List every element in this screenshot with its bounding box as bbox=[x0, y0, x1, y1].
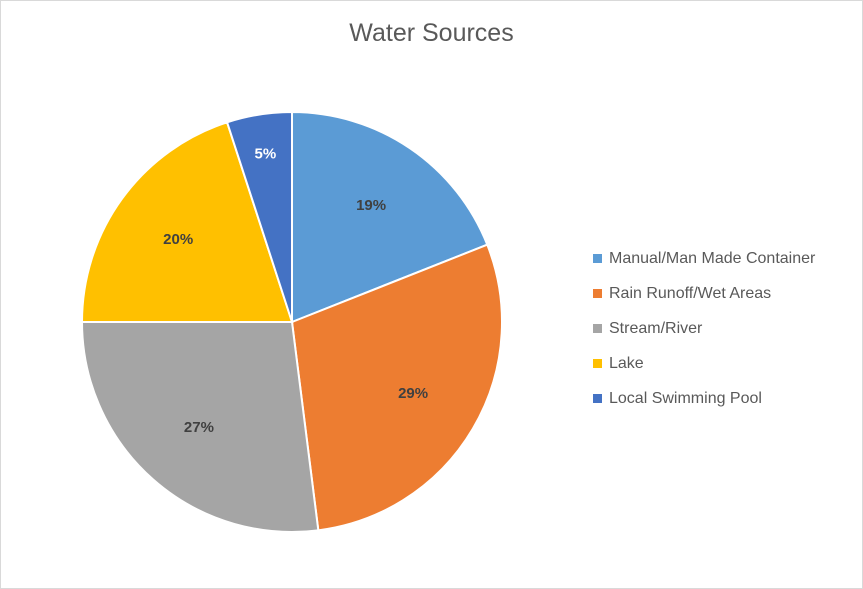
legend-swatch bbox=[593, 359, 602, 368]
pie-slice-local-swimming-pool bbox=[225, 110, 293, 323]
data-label-rain-runoff-wet-areas: 29% bbox=[398, 385, 428, 402]
pie-slice-manual-man-made-container bbox=[291, 110, 489, 324]
legend-label: Stream/River bbox=[609, 319, 703, 337]
legend-label: Manual/Man Made Container bbox=[609, 249, 816, 267]
legend-item-rain-runoff-wet-areas: Rain Runoff/Wet Areas bbox=[593, 276, 815, 311]
data-label-manual-man-made-container: 19% bbox=[356, 197, 386, 214]
pie-slices bbox=[80, 110, 503, 533]
legend-label: Lake bbox=[609, 354, 644, 372]
legend-label: Rain Runoff/Wet Areas bbox=[609, 284, 772, 302]
chart-legend: Manual/Man Made Container Rain Runoff/Wet… bbox=[593, 241, 815, 416]
pie-slice-lake bbox=[80, 121, 294, 323]
pie-slice-stream-river bbox=[80, 321, 320, 533]
legend-label: Local Swimming Pool bbox=[609, 389, 762, 407]
legend-item-stream-river: Stream/River bbox=[593, 311, 815, 346]
legend-swatch bbox=[593, 254, 602, 263]
legend-item-lake: Lake bbox=[593, 346, 815, 381]
legend-swatch bbox=[593, 394, 602, 403]
legend-swatch bbox=[593, 324, 602, 333]
legend-swatch bbox=[593, 289, 602, 298]
chart-title: Water Sources bbox=[349, 19, 514, 47]
legend-item-manual-man-made-container: Manual/Man Made Container bbox=[593, 241, 815, 276]
data-label-stream-river: 27% bbox=[184, 419, 214, 436]
pie-data-labels: 19% 29% 27% 20% 5% bbox=[163, 145, 428, 436]
data-label-local-swimming-pool: 5% bbox=[255, 145, 277, 162]
pie-slice-rain-runoff-wet-areas bbox=[290, 243, 503, 532]
data-label-lake: 20% bbox=[163, 231, 193, 248]
legend-item-local-swimming-pool: Local Swimming Pool bbox=[593, 381, 815, 416]
